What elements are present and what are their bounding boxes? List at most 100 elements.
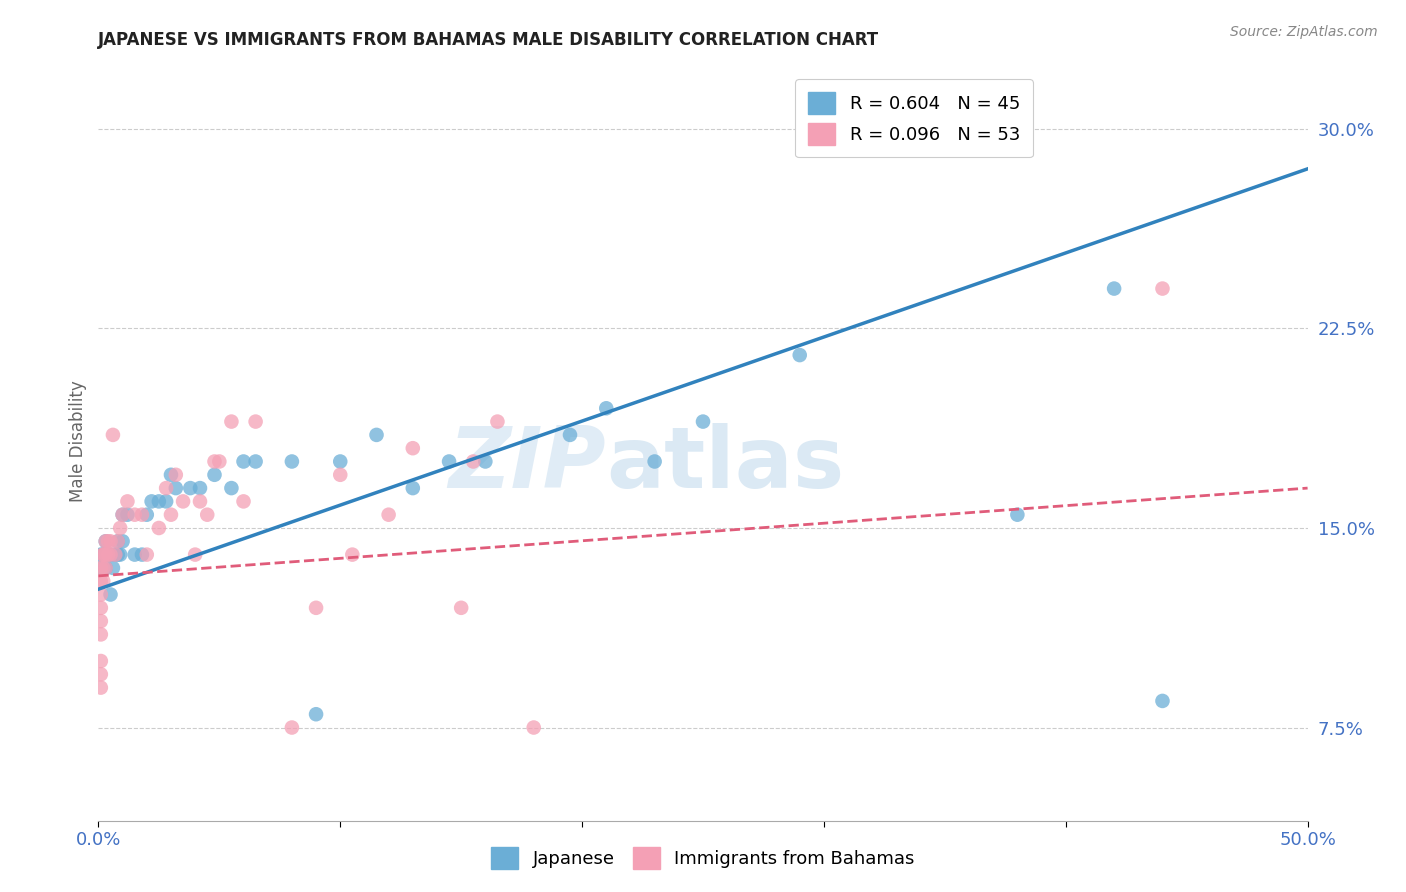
Point [104, 548, 127, 562]
Y-axis label: Male Disability: Male Disability [69, 381, 87, 502]
Point [91, 548, 114, 562]
Point [100, 534, 122, 549]
Point [155, 494, 177, 508]
Point [165, 467, 187, 482]
Point [789, 348, 811, 362]
Point [131, 508, 153, 522]
Point [101, 428, 124, 442]
Point [117, 494, 139, 508]
Point [90, 574, 112, 589]
Point [135, 548, 157, 562]
Point [90, 600, 112, 615]
Point [188, 494, 211, 508]
Point [90, 614, 112, 628]
Point [221, 415, 243, 429]
Point [148, 494, 170, 508]
Point [1007, 508, 1029, 522]
Legend: R = 0.604   N = 45, R = 0.096   N = 53: R = 0.604 N = 45, R = 0.096 N = 53 [796, 79, 1032, 157]
Point [90, 561, 112, 575]
Point [100, 587, 122, 601]
Point [111, 508, 134, 522]
Text: atlas: atlas [606, 423, 845, 506]
Point [94, 548, 117, 562]
Point [90, 561, 112, 575]
Point [644, 454, 666, 468]
Point [204, 467, 226, 482]
Point [366, 428, 388, 442]
Point [111, 534, 134, 549]
Point [91, 574, 114, 589]
Point [100, 548, 122, 562]
Point [523, 721, 546, 735]
Point [188, 481, 211, 495]
Point [221, 481, 243, 495]
Point [281, 454, 304, 468]
Point [90, 548, 112, 562]
Point [91, 548, 114, 562]
Point [104, 548, 127, 562]
Point [124, 508, 146, 522]
Point [124, 548, 146, 562]
Point [90, 667, 112, 681]
Point [305, 600, 328, 615]
Point [91, 561, 114, 575]
Point [437, 454, 460, 468]
Point [329, 454, 352, 468]
Text: Source: ZipAtlas.com: Source: ZipAtlas.com [1230, 25, 1378, 39]
Point [111, 508, 134, 522]
Text: JAPANESE VS IMMIGRANTS FROM BAHAMAS MALE DISABILITY CORRELATION CHART: JAPANESE VS IMMIGRANTS FROM BAHAMAS MALE… [98, 31, 880, 49]
Point [281, 721, 304, 735]
Point [342, 548, 364, 562]
Point [1152, 282, 1174, 296]
Point [450, 600, 472, 615]
Point [90, 587, 112, 601]
Point [107, 534, 129, 549]
Point [1102, 282, 1125, 296]
Point [108, 548, 131, 562]
Point [131, 548, 153, 562]
Point [94, 534, 117, 549]
Point [165, 481, 187, 495]
Point [208, 454, 231, 468]
Point [595, 401, 617, 416]
Point [90, 681, 112, 695]
Point [232, 454, 254, 468]
Point [101, 561, 124, 575]
Point [402, 441, 425, 455]
Point [90, 654, 112, 668]
Point [107, 548, 129, 562]
Point [232, 494, 254, 508]
Point [463, 454, 485, 468]
Point [135, 508, 157, 522]
Point [141, 494, 163, 508]
Point [94, 534, 117, 549]
Point [90, 627, 112, 641]
Point [108, 521, 131, 535]
Point [97, 548, 120, 562]
Point [94, 561, 117, 575]
Point [91, 548, 114, 562]
Point [486, 415, 509, 429]
Point [107, 534, 129, 549]
Point [305, 707, 328, 722]
Point [172, 494, 194, 508]
Legend: Japanese, Immigrants from Bahamas: Japanese, Immigrants from Bahamas [484, 839, 922, 876]
Point [558, 428, 581, 442]
Point [117, 508, 139, 522]
Point [377, 508, 399, 522]
Point [184, 548, 207, 562]
Point [245, 415, 267, 429]
Point [195, 508, 218, 522]
Point [402, 481, 425, 495]
Point [155, 481, 177, 495]
Point [100, 548, 122, 562]
Point [97, 548, 120, 562]
Point [1152, 694, 1174, 708]
Point [329, 467, 352, 482]
Point [245, 454, 267, 468]
Text: ZIP: ZIP [449, 423, 606, 506]
Point [692, 415, 714, 429]
Point [474, 454, 496, 468]
Point [148, 521, 170, 535]
Point [160, 508, 183, 522]
